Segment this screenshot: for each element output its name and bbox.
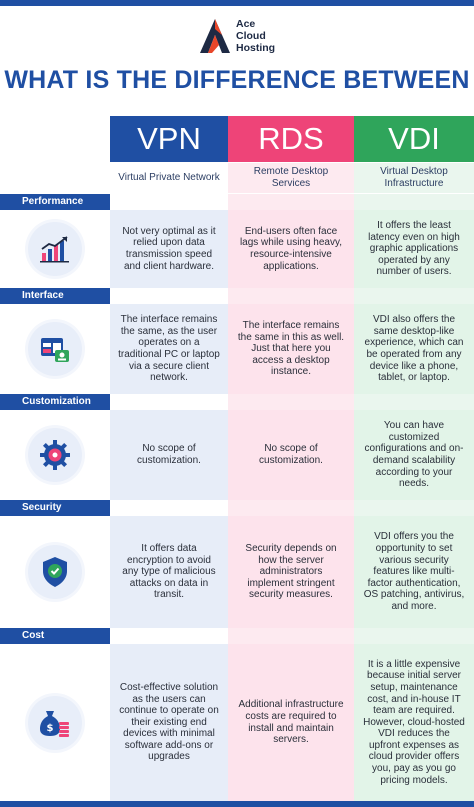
row-gap: [354, 288, 474, 304]
cell-cost-vpn: Cost-effective solution as the users can…: [110, 644, 228, 801]
row-icon-cell: [0, 410, 110, 500]
row-label-customization: Customization: [0, 394, 110, 410]
brand-name-line-1: Ace: [236, 18, 256, 30]
cell-performance-vpn: Not very optimal as it relied upon data …: [110, 210, 228, 288]
column-header-vdi: VDI: [354, 116, 474, 162]
row-gap: [228, 194, 354, 210]
ace-logo-icon: [198, 17, 232, 55]
brand-name: Ace Cloud Hosting: [236, 18, 275, 54]
row-gap: [110, 288, 228, 304]
cell-performance-vdi: It offers the least latency even on high…: [354, 210, 474, 288]
row-label-interface: Interface: [0, 288, 110, 304]
cell-interface-rds: The interface remains the same in this a…: [228, 304, 354, 394]
bottom-accent-bar: [0, 801, 474, 807]
row-icon-cell: $: [0, 644, 110, 801]
cell-customization-vpn: No scope of customization.: [110, 410, 228, 500]
cell-cost-rds: Additional infrastructure costs are requ…: [228, 644, 354, 801]
row-icon-cell: [0, 210, 110, 288]
cell-interface-vpn: The interface remains the same, as the u…: [110, 304, 228, 394]
page-title: WHAT IS THE DIFFERENCE BETWEEN: [4, 66, 470, 94]
cell-performance-rds: End-users often face lags while using he…: [228, 210, 354, 288]
row-gap: [228, 394, 354, 410]
top-accent-bar: [0, 0, 474, 6]
row-icon-cell: [0, 516, 110, 628]
shield-check-icon: [28, 545, 82, 599]
row-gap: [110, 500, 228, 516]
cell-security-rds: Security depends on how the server admin…: [228, 516, 354, 628]
row-gap: [110, 628, 228, 644]
brand-name-line-2: Cloud: [236, 30, 266, 42]
interface-window-icon: [28, 322, 82, 376]
brand-logo: Ace Cloud Hosting: [198, 16, 275, 56]
brand-name-line-3: Hosting: [236, 42, 276, 54]
row-gap: [110, 194, 228, 210]
row-gap: [228, 500, 354, 516]
cell-interface-vdi: VDI also offers the same desktop-like ex…: [354, 304, 474, 394]
growth-chart-icon: [28, 222, 82, 276]
row-gap: [228, 288, 354, 304]
row-label-security: Security: [0, 500, 110, 516]
gear-icon: [28, 428, 82, 482]
column-subtitle-vdi: Virtual Desktop Infrastructure: [354, 163, 474, 193]
row-gap: [354, 194, 474, 210]
column-subtitle-vpn: Virtual Private Network: [110, 163, 228, 193]
column-subtitle-rds: Remote Desktop Services: [228, 163, 354, 193]
row-gap: [354, 628, 474, 644]
cell-security-vdi: VDI offers you the opportunity to set va…: [354, 516, 474, 628]
money-bag-icon: $: [28, 695, 82, 750]
column-header-vpn: VPN: [110, 116, 228, 162]
cell-customization-vdi: You can have customized configurations a…: [354, 410, 474, 500]
cell-cost-vdi: It is a little expensive because initial…: [354, 644, 474, 801]
row-gap: [228, 628, 354, 644]
cell-customization-rds: No scope of customization.: [228, 410, 354, 500]
svg-text:$: $: [47, 723, 54, 734]
row-gap: [110, 394, 228, 410]
cell-security-vpn: It offers data encryption to avoid any t…: [110, 516, 228, 628]
column-header-rds: RDS: [228, 116, 354, 162]
row-gap: [354, 394, 474, 410]
row-label-performance: Performance: [0, 194, 110, 210]
row-icon-cell: [0, 304, 110, 394]
row-gap: [354, 500, 474, 516]
row-label-cost: Cost: [0, 628, 110, 644]
